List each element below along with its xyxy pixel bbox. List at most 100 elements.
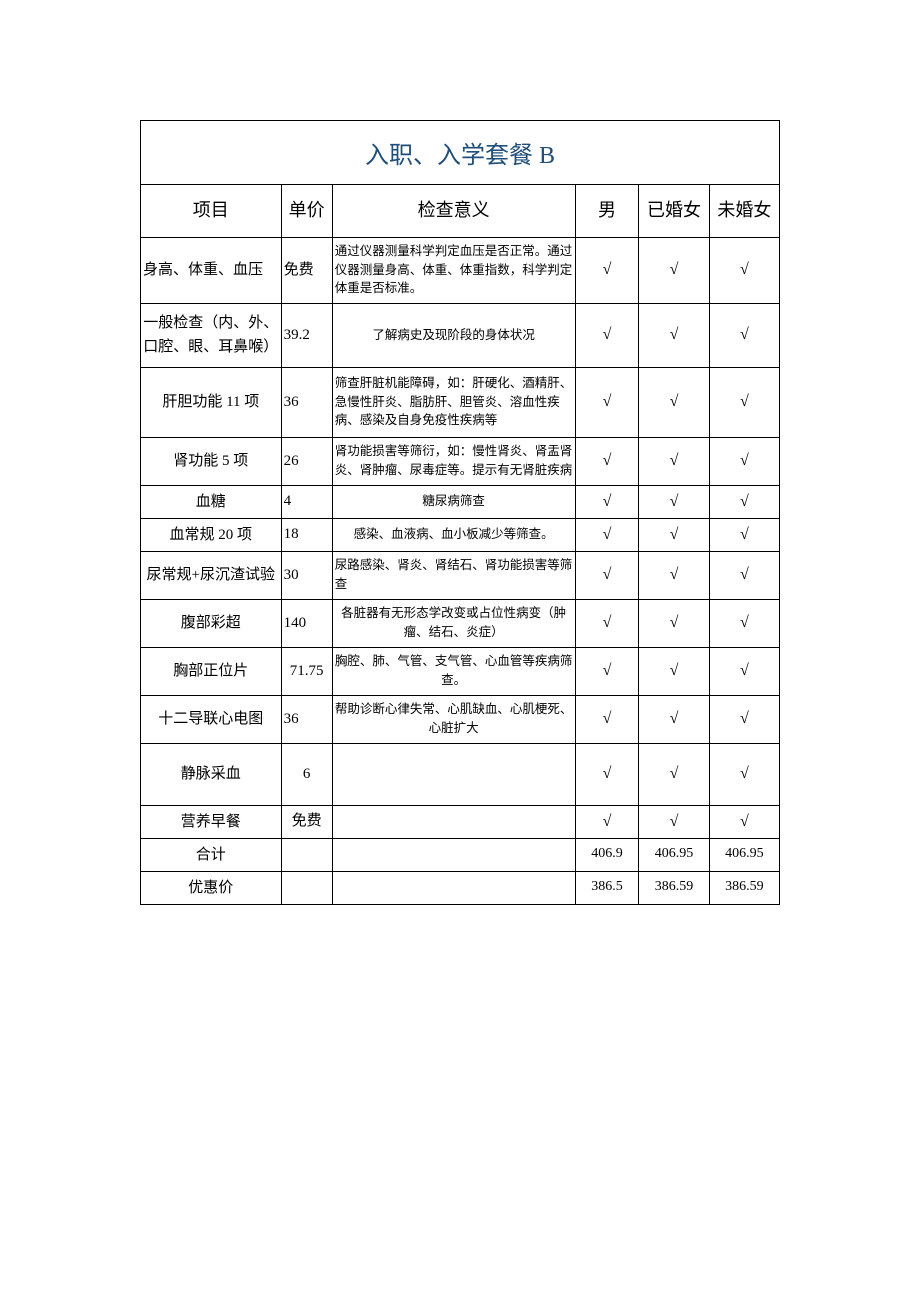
check-cell: √ <box>639 518 709 551</box>
price-cell: 免费 <box>281 805 332 838</box>
check-cell: √ <box>709 743 779 805</box>
item-name-cell: 身高、体重、血压 <box>141 237 282 303</box>
description-cell: 了解病史及现阶段的身体状况 <box>332 303 575 367</box>
price-cell: 140 <box>281 599 332 647</box>
check-cell: √ <box>639 647 709 695</box>
item-name-cell: 十二导联心电图 <box>141 695 282 743</box>
price-cell: 36 <box>281 695 332 743</box>
price-cell: 39.2 <box>281 303 332 367</box>
table-row: 一般检查（内、外、口腔、眼、耳鼻喉）39.2了解病史及现阶段的身体状况√√√ <box>141 303 780 367</box>
description-cell <box>332 743 575 805</box>
table-row: 肾功能 5 项26肾功能损害等筛衍，如：慢性肾炎、肾盂肾炎、肾肿瘤、尿毒症等。提… <box>141 437 780 485</box>
item-name-cell: 静脉采血 <box>141 743 282 805</box>
item-name-cell: 肝胆功能 11 项 <box>141 367 282 437</box>
total-value-cell: 386.59 <box>639 871 709 904</box>
check-cell: √ <box>575 647 639 695</box>
table-row: 尿常规+尿沉渣试验30尿路感染、肾炎、肾结石、肾功能损害等筛查√√√ <box>141 551 780 599</box>
header-price: 单价 <box>281 185 332 238</box>
check-cell: √ <box>575 743 639 805</box>
item-name-cell: 血糖 <box>141 485 282 518</box>
price-cell: 26 <box>281 437 332 485</box>
table-row: 十二导联心电图36帮助诊断心律失常、心肌缺血、心肌梗死、心脏扩大√√√ <box>141 695 780 743</box>
check-cell: √ <box>709 437 779 485</box>
table-row: 胸部正位片71.75胸腔、肺、气管、支气管、心血管等疾病筛查。√√√ <box>141 647 780 695</box>
check-cell: √ <box>639 303 709 367</box>
check-cell: √ <box>639 367 709 437</box>
total-label: 合计 <box>141 838 282 871</box>
total-row: 合计406.9406.95406.95 <box>141 838 780 871</box>
check-cell: √ <box>709 485 779 518</box>
total-value-cell: 386.59 <box>709 871 779 904</box>
price-cell: 免费 <box>281 237 332 303</box>
check-cell: √ <box>639 485 709 518</box>
check-cell: √ <box>709 518 779 551</box>
item-name-cell: 腹部彩超 <box>141 599 282 647</box>
page-container: 入职、入学套餐 B 项目 单价 检查意义 男 已婚女 未婚女 身高、体重、血压免… <box>0 0 920 905</box>
check-cell: √ <box>575 437 639 485</box>
description-cell: 尿路感染、肾炎、肾结石、肾功能损害等筛查 <box>332 551 575 599</box>
total-value-cell: 406.95 <box>709 838 779 871</box>
header-row: 项目 单价 检查意义 男 已婚女 未婚女 <box>141 185 780 238</box>
table-body: 入职、入学套餐 B 项目 单价 检查意义 男 已婚女 未婚女 身高、体重、血压免… <box>141 121 780 905</box>
check-cell: √ <box>639 437 709 485</box>
empty-cell <box>281 871 332 904</box>
price-cell: 18 <box>281 518 332 551</box>
description-cell: 肾功能损害等筛衍，如：慢性肾炎、肾盂肾炎、肾肿瘤、尿毒症等。提示有无肾脏疾病 <box>332 437 575 485</box>
item-name-cell: 营养早餐 <box>141 805 282 838</box>
table-row: 腹部彩超140各脏器有无形态学改变或占位性病变（肿瘤、结石、炎症）√√√ <box>141 599 780 647</box>
check-cell: √ <box>639 599 709 647</box>
item-name-cell: 尿常规+尿沉渣试验 <box>141 551 282 599</box>
total-label: 优惠价 <box>141 871 282 904</box>
price-cell: 36 <box>281 367 332 437</box>
description-cell: 糖尿病筛查 <box>332 485 575 518</box>
title-row: 入职、入学套餐 B <box>141 121 780 185</box>
price-cell: 4 <box>281 485 332 518</box>
check-cell: √ <box>709 551 779 599</box>
check-cell: √ <box>575 599 639 647</box>
total-value-cell: 386.5 <box>575 871 639 904</box>
description-cell: 通过仪器测量科学判定血压是否正常。通过仪器测量身高、体重、体重指数，科学判定体重… <box>332 237 575 303</box>
check-cell: √ <box>575 518 639 551</box>
check-cell: √ <box>709 367 779 437</box>
header-married-female: 已婚女 <box>639 185 709 238</box>
check-cell: √ <box>639 743 709 805</box>
item-name-cell: 一般检查（内、外、口腔、眼、耳鼻喉） <box>141 303 282 367</box>
check-cell: √ <box>709 599 779 647</box>
check-cell: √ <box>639 695 709 743</box>
check-cell: √ <box>709 695 779 743</box>
table-row: 身高、体重、血压免费通过仪器测量科学判定血压是否正常。通过仪器测量身高、体重、体… <box>141 237 780 303</box>
header-item: 项目 <box>141 185 282 238</box>
check-cell: √ <box>575 551 639 599</box>
total-row: 优惠价386.5386.59386.59 <box>141 871 780 904</box>
description-cell: 帮助诊断心律失常、心肌缺血、心肌梗死、心脏扩大 <box>332 695 575 743</box>
description-cell: 筛查肝脏机能障碍，如：肝硬化、酒精肝、急慢性肝炎、脂肪肝、胆管炎、溶血性疾病、感… <box>332 367 575 437</box>
price-cell: 71.75 <box>281 647 332 695</box>
check-cell: √ <box>575 237 639 303</box>
table-row: 血常规 20 项18感染、血液病、血小板减少等筛查。√√√ <box>141 518 780 551</box>
package-table: 入职、入学套餐 B 项目 单价 检查意义 男 已婚女 未婚女 身高、体重、血压免… <box>140 120 780 905</box>
check-cell: √ <box>639 805 709 838</box>
total-value-cell: 406.95 <box>639 838 709 871</box>
description-cell: 胸腔、肺、气管、支气管、心血管等疾病筛查。 <box>332 647 575 695</box>
empty-cell <box>281 838 332 871</box>
table-row: 血糖4糖尿病筛查√√√ <box>141 485 780 518</box>
header-male: 男 <box>575 185 639 238</box>
check-cell: √ <box>575 303 639 367</box>
item-name-cell: 血常规 20 项 <box>141 518 282 551</box>
check-cell: √ <box>709 647 779 695</box>
check-cell: √ <box>639 551 709 599</box>
check-cell: √ <box>709 805 779 838</box>
item-name-cell: 肾功能 5 项 <box>141 437 282 485</box>
check-cell: √ <box>709 303 779 367</box>
total-value-cell: 406.9 <box>575 838 639 871</box>
header-unmarried-female: 未婚女 <box>709 185 779 238</box>
description-cell <box>332 805 575 838</box>
empty-cell <box>332 838 575 871</box>
check-cell: √ <box>709 237 779 303</box>
check-cell: √ <box>639 237 709 303</box>
table-row: 静脉采血6√√√ <box>141 743 780 805</box>
price-cell: 6 <box>281 743 332 805</box>
check-cell: √ <box>575 695 639 743</box>
check-cell: √ <box>575 805 639 838</box>
table-title: 入职、入学套餐 B <box>141 121 780 185</box>
